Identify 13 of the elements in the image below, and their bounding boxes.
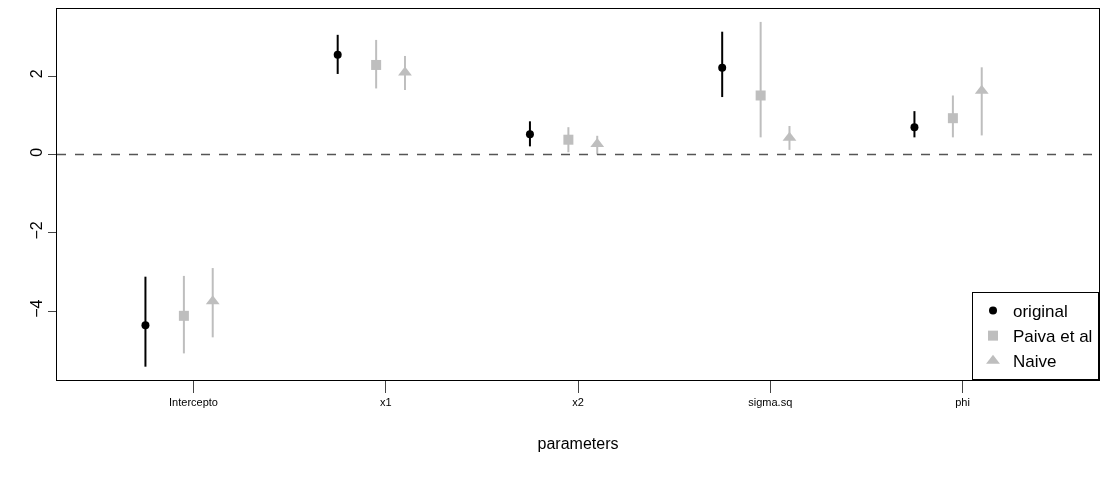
- y-tick-label: −2: [27, 221, 45, 240]
- legend-label: Paiva et al: [1013, 327, 1093, 347]
- legend-label: original: [1013, 302, 1068, 322]
- y-tick-label: 2: [27, 69, 45, 79]
- x-tick-label: x2: [572, 396, 584, 409]
- x-tick-label: x1: [379, 396, 392, 409]
- y-tick-label: −4: [27, 299, 45, 318]
- x-tick-label: phi: [955, 396, 970, 409]
- y-tick-label: 0: [27, 147, 45, 157]
- x-tick-label: Intercepto: [169, 396, 218, 409]
- x-tick-label: sigma.sq: [748, 396, 793, 409]
- x-axis-title: parameters: [537, 434, 619, 452]
- legend-label: Naive: [1013, 352, 1057, 372]
